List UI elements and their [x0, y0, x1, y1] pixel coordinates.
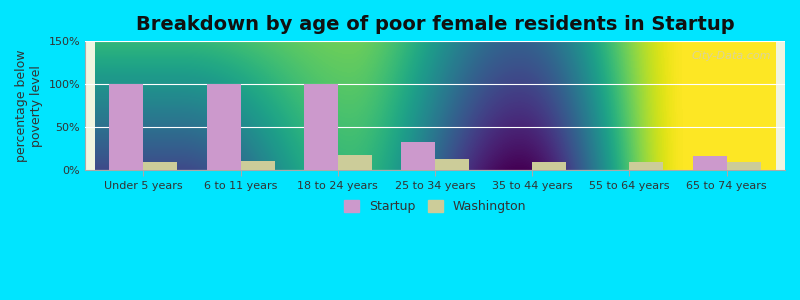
- Bar: [110, 84, 143, 170]
- Bar: [241, 161, 274, 170]
- Text: City-Data.com: City-Data.com: [691, 51, 771, 62]
- Bar: [206, 84, 241, 170]
- Bar: [338, 155, 372, 170]
- Bar: [435, 159, 469, 170]
- Bar: [143, 162, 178, 170]
- Y-axis label: percentage below
poverty level: percentage below poverty level: [15, 50, 43, 162]
- Title: Breakdown by age of poor female residents in Startup: Breakdown by age of poor female resident…: [136, 15, 734, 34]
- Bar: [630, 162, 663, 170]
- Bar: [726, 162, 761, 170]
- Bar: [401, 142, 435, 170]
- Bar: [693, 156, 726, 170]
- Bar: [304, 84, 338, 170]
- Legend: Startup, Washington: Startup, Washington: [339, 195, 531, 218]
- Bar: [532, 162, 566, 170]
